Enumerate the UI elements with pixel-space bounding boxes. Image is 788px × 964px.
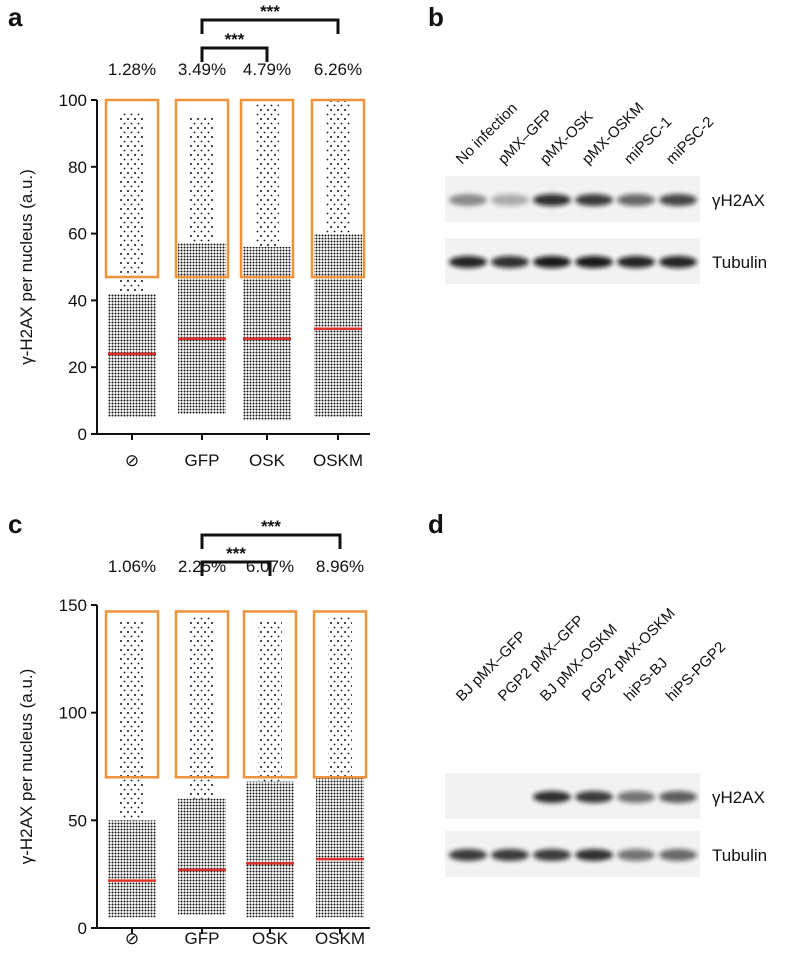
y-tick-label: 50 (68, 811, 87, 830)
y-axis-label: γ-H2AX per nucleus (a.u.) (17, 669, 36, 865)
dot-cloud-sparse (120, 113, 144, 294)
dot-cloud-sparse (190, 116, 214, 244)
dot-cloud-dense (108, 820, 156, 918)
percent-label: 3.49% (178, 60, 226, 79)
panel-letter: b (428, 2, 444, 32)
blot-band (575, 256, 613, 268)
significance-bracket (200, 560, 272, 576)
dot-cloud-dense (178, 798, 226, 916)
x-tick-label: OSK (249, 451, 286, 470)
y-tick-label: 150 (59, 596, 87, 615)
blot-band (449, 849, 487, 861)
blot-band (449, 194, 487, 206)
blot-band (491, 256, 529, 268)
panel-letter: a (8, 2, 23, 32)
blot-background (445, 831, 700, 877)
blot-band (617, 849, 655, 861)
y-tick-label: 40 (68, 291, 87, 310)
x-tick-label: OSKM (313, 451, 363, 470)
threshold-box (104, 98, 160, 279)
x-tick-label: OSKM (315, 929, 365, 948)
percent-label: 6.26% (314, 60, 362, 79)
y-tick-label: 0 (78, 919, 87, 938)
blot-band (449, 256, 487, 268)
blot-band (659, 791, 697, 803)
dot-cloud-sparse (328, 615, 352, 778)
y-tick-label: 80 (68, 158, 87, 177)
blot-background (445, 773, 700, 819)
blot-band (575, 791, 613, 803)
blot-band (491, 194, 529, 206)
x-tick-label: OSK (252, 929, 289, 948)
dot-cloud-sparse (255, 103, 279, 247)
blot-band (575, 194, 613, 206)
y-tick-label: 20 (68, 358, 87, 377)
significance-label: *** (225, 30, 245, 49)
blot-band (659, 256, 697, 268)
blot-band (491, 849, 529, 861)
significance-label: *** (226, 544, 246, 563)
significance-bracket (200, 533, 342, 549)
threshold-box (174, 98, 230, 279)
threshold-box (312, 610, 368, 779)
blot-band (533, 194, 571, 206)
blot-band (659, 849, 697, 861)
lane-label: hiPS-PGP2 (663, 639, 729, 705)
dot-cloud-sparse (326, 100, 350, 234)
y-tick-label: 0 (78, 425, 87, 444)
blot-background (445, 238, 700, 284)
threshold-box (310, 98, 366, 279)
dot-cloud-dense (246, 781, 294, 918)
threshold-box (174, 610, 230, 779)
panel-letter: d (428, 509, 444, 539)
threshold-box (239, 98, 295, 279)
dot-cloud-sparse (258, 620, 282, 782)
dot-cloud-sparse (120, 620, 144, 821)
blot-background (445, 176, 700, 222)
x-tick-label: GFP (185, 451, 220, 470)
dot-cloud-dense (314, 233, 362, 418)
y-axis-label: γ-H2AX per nucleus (a.u.) (17, 169, 36, 365)
percent-label: 4.79% (243, 60, 291, 79)
y-tick-label: 100 (59, 704, 87, 723)
blot-band (617, 791, 655, 803)
threshold-box (242, 610, 298, 779)
row-label: Tubulin (712, 253, 767, 272)
significance-bracket (200, 18, 340, 34)
percent-label: 1.28% (108, 60, 156, 79)
percent-label: 1.06% (108, 557, 156, 576)
dot-cloud-dense (243, 246, 291, 421)
blot-band (533, 256, 571, 268)
row-label: Tubulin (712, 846, 767, 865)
row-label: γH2AX (712, 788, 765, 807)
blot-band (533, 791, 571, 803)
y-tick-label: 60 (68, 225, 87, 244)
dot-cloud-dense (108, 293, 156, 418)
significance-label: *** (260, 2, 280, 21)
blot-band (575, 849, 613, 861)
blot-band (617, 256, 655, 268)
significance-bracket (200, 46, 269, 62)
panel-letter: c (8, 509, 22, 539)
threshold-box (104, 610, 160, 779)
blot-band (659, 194, 697, 206)
significance-label: *** (261, 517, 281, 536)
dot-cloud-sparse (190, 615, 214, 799)
y-tick-label: 100 (59, 91, 87, 110)
dot-cloud-dense (178, 243, 226, 414)
blot-band (533, 849, 571, 861)
dot-cloud-dense (316, 777, 364, 918)
x-tick-label: ⊘ (125, 451, 139, 470)
row-label: γH2AX (712, 191, 765, 210)
x-tick-label: ⊘ (125, 929, 139, 948)
x-tick-label: GFP (185, 929, 220, 948)
blot-band (617, 194, 655, 206)
percent-label: 8.96% (316, 557, 364, 576)
